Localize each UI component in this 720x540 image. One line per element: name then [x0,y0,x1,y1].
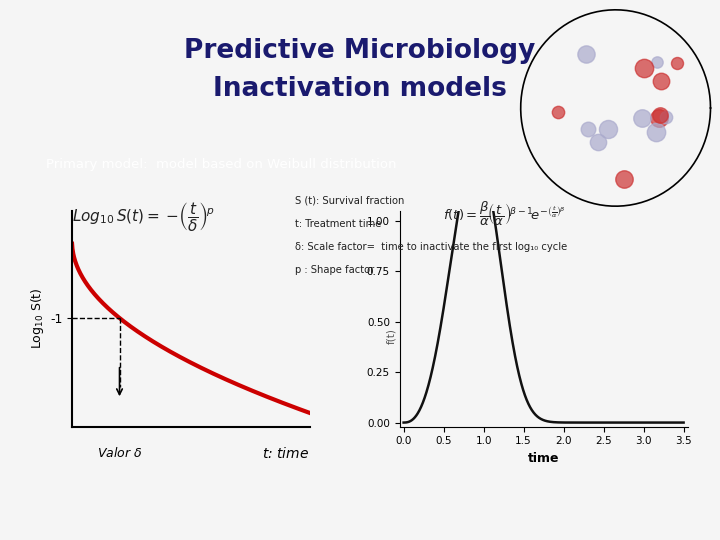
Point [653,113,665,122]
X-axis label: time: time [528,452,559,465]
Point [650,127,662,136]
Point [582,125,594,133]
Point [592,138,603,147]
Text: $\mathit{Valor}\ \delta$: $\mathit{Valor}\ \delta$ [96,446,143,460]
Point [618,174,630,183]
Point [636,114,648,123]
Point [552,107,563,116]
Text: Predictive Microbiology: Predictive Microbiology [184,38,536,64]
Text: Inactivation models: Inactivation models [213,76,507,102]
Point [580,50,592,58]
Text: f(t): f(t) [387,328,397,344]
Point [654,77,666,85]
Text: $f(t)=\dfrac{\beta}{\alpha}\!\left(\dfrac{t}{\alpha}\right)^{\!\beta-1}\!e^{-\le: $f(t)=\dfrac{\beta}{\alpha}\!\left(\dfra… [443,200,565,228]
Point [654,110,665,119]
Text: $\mathit{t}$: time: $\mathit{t}$: time [262,446,310,461]
Text: δ: Scale factor=  time to inactivate the first log₁₀ cycle: δ: Scale factor= time to inactivate the … [295,242,567,252]
Text: t: Treatment time: t: Treatment time [295,219,382,229]
Text: S (t): Survival fraction: S (t): Survival fraction [295,195,405,206]
Point [639,64,650,72]
Point [660,113,672,122]
Text: Primary model:  model based on Weibull distribution: Primary model: model based on Weibull di… [45,158,396,171]
Y-axis label: Log$_{10}$ S(t): Log$_{10}$ S(t) [29,288,46,349]
Text: p : Shape factor: p : Shape factor [295,265,374,275]
Point [602,125,613,133]
Point [651,57,662,66]
Text: $\mathit{Log}_{10}\,S(t) = -\!\left(\dfrac{t}{\delta}\right)^{\!p}$: $\mathit{Log}_{10}\,S(t) = -\!\left(\dfr… [72,200,215,233]
Point [672,58,683,67]
